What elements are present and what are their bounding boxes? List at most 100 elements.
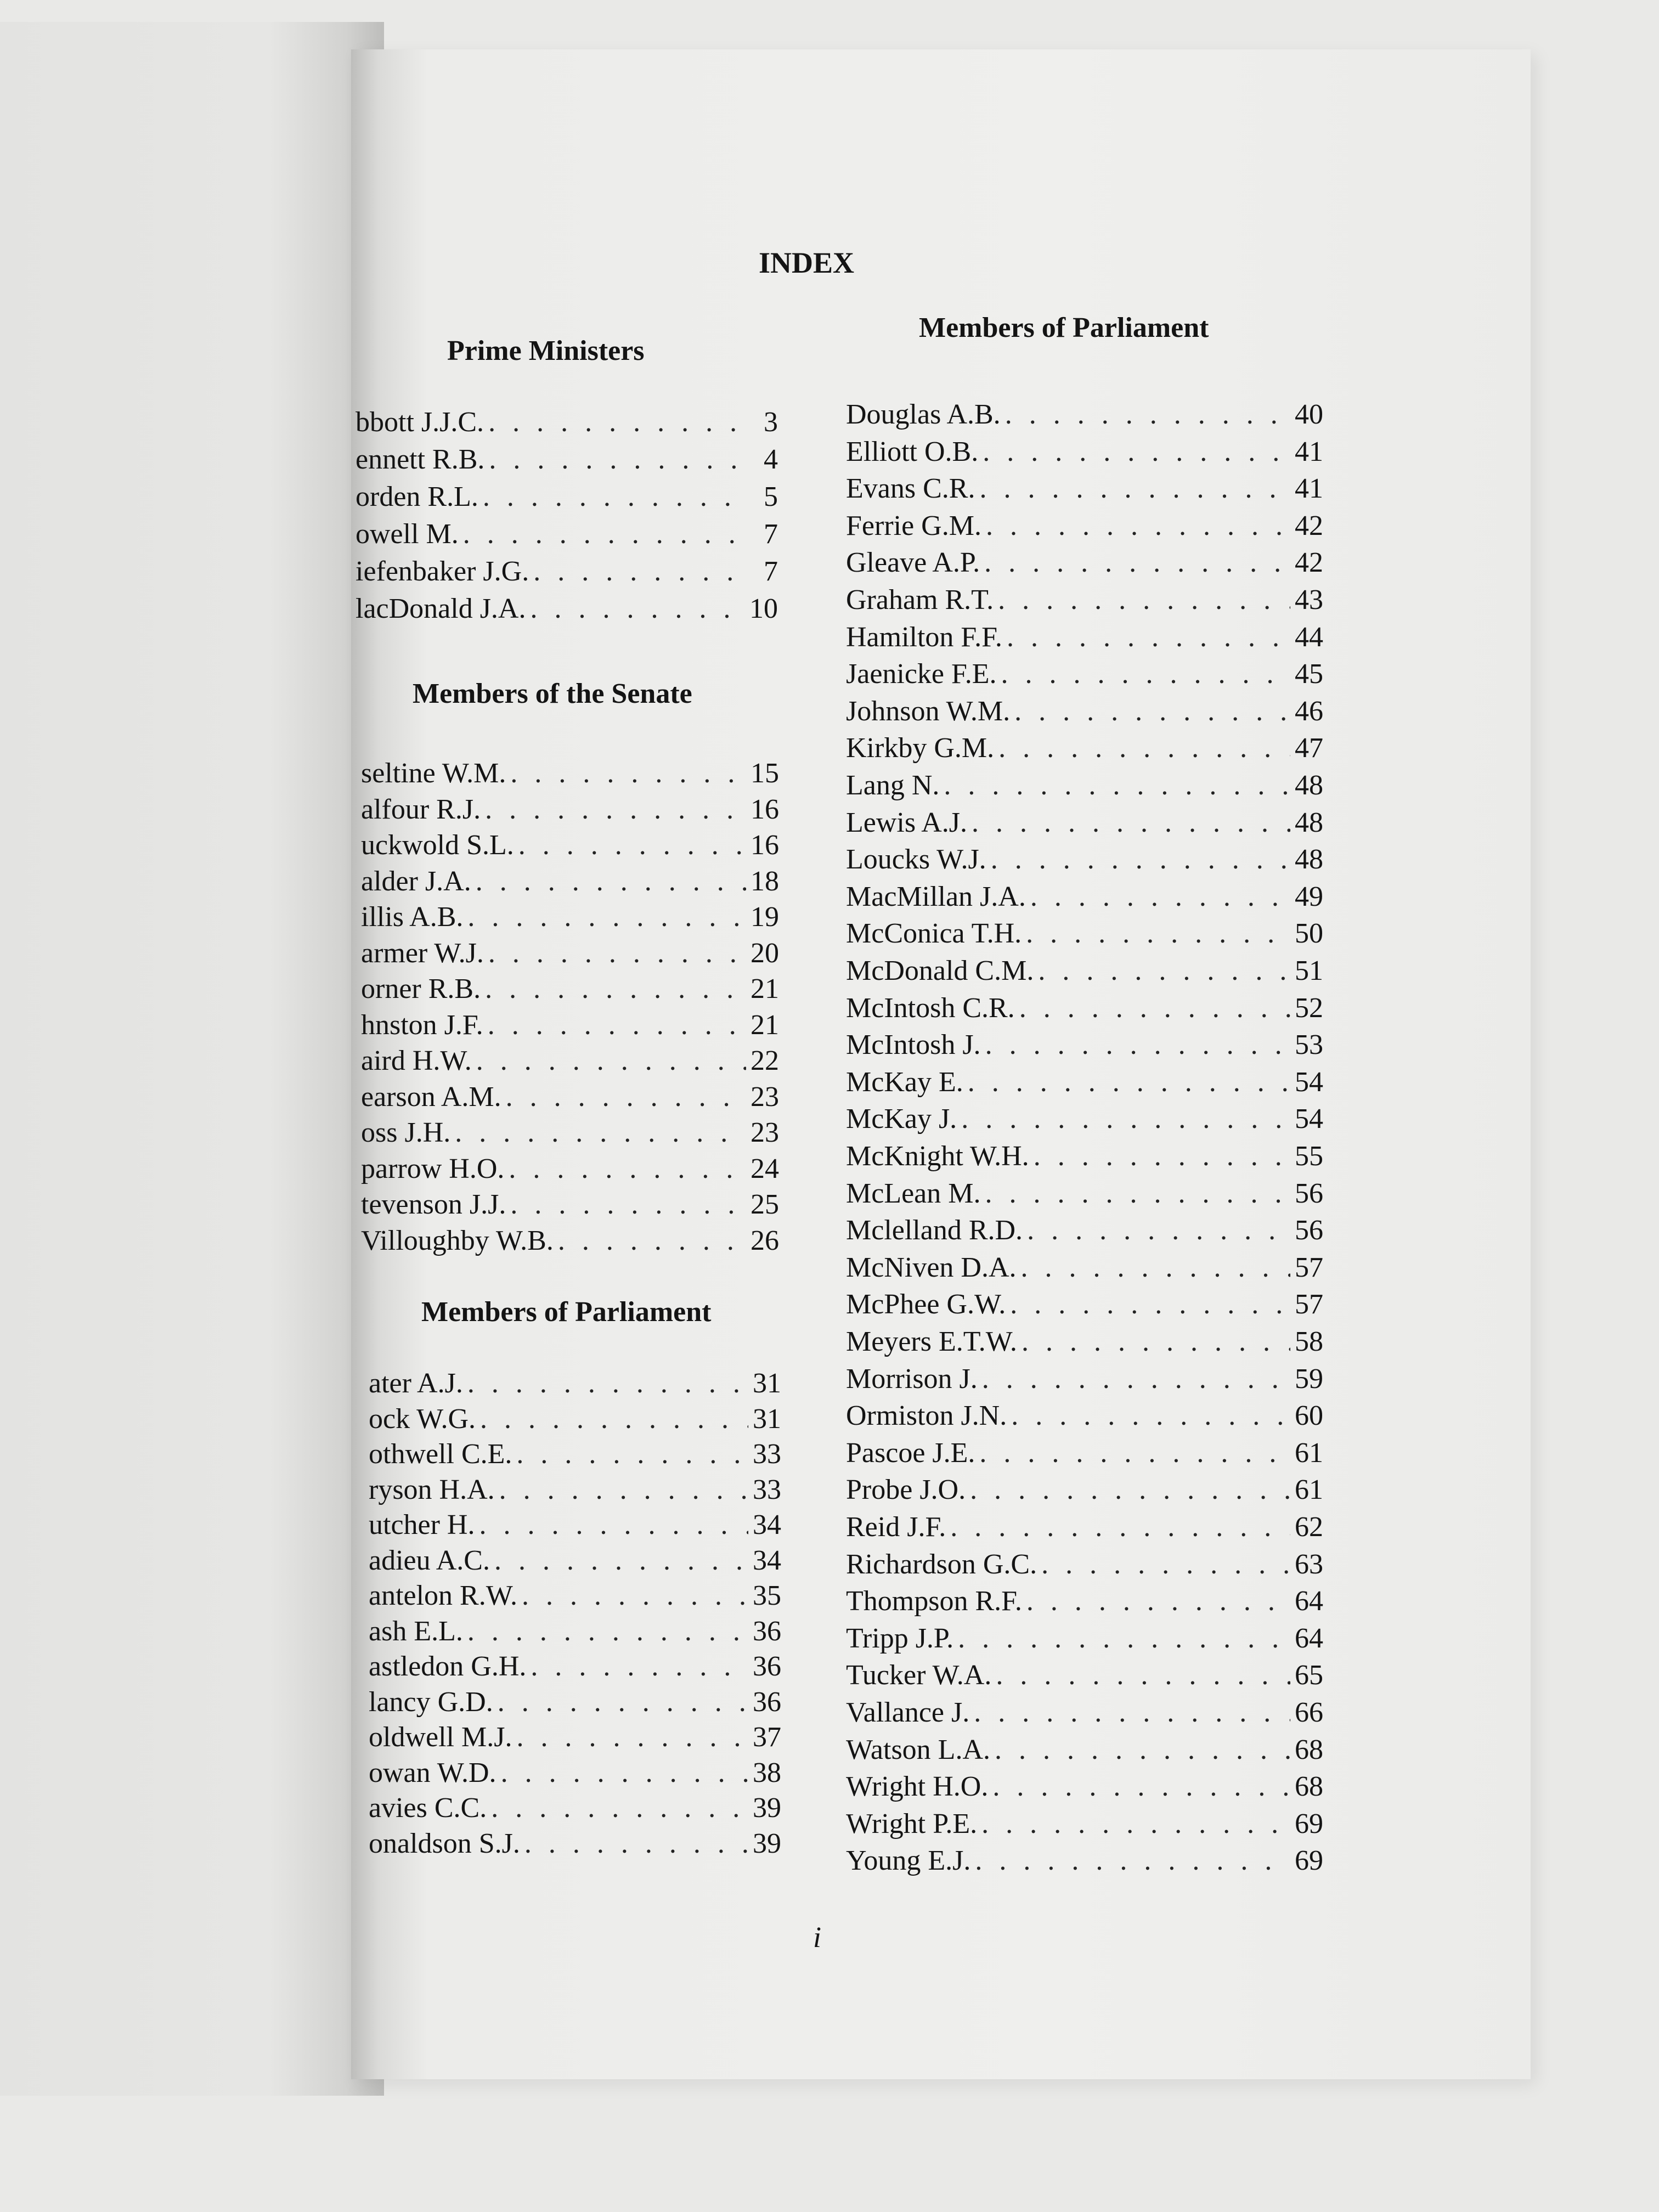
entry-page: 48 bbox=[1295, 844, 1323, 876]
entry-page: 18 bbox=[751, 865, 779, 897]
entry-name: Wright P.E. bbox=[846, 1808, 978, 1839]
index-entry: Watson L.A. 68 bbox=[846, 1734, 1323, 1767]
entry-page: 31 bbox=[753, 1403, 781, 1435]
leader-dots bbox=[975, 472, 1290, 505]
index-entry: orden R.L. 5 bbox=[356, 481, 778, 514]
entry-name: Young E.J. bbox=[846, 1845, 971, 1877]
entry-page: 36 bbox=[753, 1651, 781, 1682]
entry-name: Pascoe J.E. bbox=[846, 1437, 975, 1469]
leader-dots bbox=[977, 1808, 1290, 1841]
index-entry: McLean M. 56 bbox=[846, 1177, 1323, 1210]
entry-page: 56 bbox=[1295, 1177, 1323, 1209]
leader-dots bbox=[986, 843, 1290, 876]
entry-page: 4 bbox=[764, 444, 778, 475]
entry-name: bbott J.J.C. bbox=[356, 407, 484, 438]
entry-page: 43 bbox=[1295, 584, 1323, 616]
entry-page: 21 bbox=[751, 973, 779, 1005]
index-entry: Reid J.F. 62 bbox=[846, 1511, 1323, 1544]
leader-dots bbox=[1022, 1585, 1290, 1618]
entry-page: 60 bbox=[1295, 1400, 1323, 1432]
index-entry: Gleave A.P. 42 bbox=[846, 546, 1323, 579]
entry-page: 57 bbox=[1295, 1251, 1323, 1283]
entry-name: ennett R.B. bbox=[356, 444, 485, 475]
entry-page: 54 bbox=[1295, 1103, 1323, 1135]
leader-dots bbox=[1002, 621, 1290, 654]
entry-name: Elliott O.B. bbox=[846, 436, 979, 467]
page-title: INDEX bbox=[758, 246, 855, 279]
index-entry: ennett R.B. 4 bbox=[356, 443, 778, 476]
leader-dots bbox=[476, 1403, 748, 1436]
index-entry: Wright H.O. 68 bbox=[846, 1770, 1323, 1803]
leader-dots bbox=[475, 1509, 748, 1542]
index-entry: oss J.H. 23 bbox=[361, 1116, 779, 1149]
index-entry: lacDonald J.A. 10 bbox=[356, 592, 778, 625]
index-entry: Kirkby G.M. 47 bbox=[846, 732, 1323, 765]
entry-page: 64 bbox=[1295, 1622, 1323, 1654]
leader-dots bbox=[1006, 1288, 1290, 1321]
entry-page: 31 bbox=[753, 1368, 781, 1399]
index-entry: alder J.A. 18 bbox=[361, 865, 779, 898]
leader-dots bbox=[975, 1437, 1290, 1470]
index-entry: McKay E. 54 bbox=[846, 1066, 1323, 1099]
entry-page: 7 bbox=[764, 518, 778, 550]
entry-page: 39 bbox=[753, 1792, 781, 1824]
entry-page: 47 bbox=[1295, 732, 1323, 764]
entry-page: 33 bbox=[753, 1438, 781, 1470]
entry-page: 33 bbox=[753, 1474, 781, 1505]
index-entry: owan W.D. 38 bbox=[369, 1757, 781, 1790]
leader-dots bbox=[481, 973, 746, 1006]
leader-dots bbox=[459, 518, 745, 551]
leader-dots bbox=[514, 829, 746, 862]
entry-name: McKay J. bbox=[846, 1103, 957, 1135]
index-entry: othwell C.E. 33 bbox=[369, 1438, 781, 1471]
entry-name: McPhee G.W. bbox=[846, 1289, 1006, 1321]
index-entry: Meyers E.T.W. 58 bbox=[846, 1325, 1323, 1358]
entry-page: 34 bbox=[753, 1509, 781, 1541]
entry-name: hnston J.F. bbox=[361, 1009, 483, 1041]
leader-dots bbox=[493, 1686, 748, 1719]
leader-dots bbox=[471, 865, 746, 898]
leader-dots bbox=[997, 658, 1290, 691]
index-entry: Evans C.R. 41 bbox=[846, 472, 1323, 505]
index-entry: utcher H. 34 bbox=[369, 1509, 781, 1542]
leader-dots bbox=[520, 1827, 748, 1860]
entry-page: 65 bbox=[1295, 1660, 1323, 1691]
entry-name: ryson H.A. bbox=[369, 1474, 495, 1505]
leader-dots bbox=[1001, 398, 1290, 431]
entry-name: McIntosh J. bbox=[846, 1029, 981, 1061]
index-entry: Jaenicke F.E. 45 bbox=[846, 658, 1323, 691]
index-entry: earson A.M. 23 bbox=[361, 1081, 779, 1114]
entry-name: oss J.H. bbox=[361, 1117, 451, 1148]
leader-dots bbox=[506, 757, 746, 790]
leader-dots bbox=[980, 546, 1290, 579]
entry-page: 57 bbox=[1295, 1289, 1323, 1321]
leader-dots bbox=[946, 1511, 1290, 1544]
entry-page: 24 bbox=[751, 1153, 779, 1184]
entry-name: alder J.A. bbox=[361, 865, 471, 897]
leader-dots bbox=[450, 1116, 746, 1149]
entry-page: 3 bbox=[764, 407, 778, 438]
entry-page: 59 bbox=[1295, 1363, 1323, 1395]
entry-name: Reid J.F. bbox=[846, 1511, 946, 1543]
entry-name: ock W.G. bbox=[369, 1403, 476, 1435]
leader-dots bbox=[463, 901, 746, 934]
entry-page: 42 bbox=[1295, 510, 1323, 541]
leader-dots bbox=[1037, 1548, 1290, 1581]
index-entry: tevenson J.J. 25 bbox=[361, 1188, 779, 1221]
leader-dots bbox=[1034, 955, 1290, 988]
leader-dots bbox=[1007, 1400, 1290, 1432]
index-entry: Lewis A.J. 48 bbox=[846, 806, 1323, 839]
leader-dots bbox=[994, 584, 1290, 617]
index-entry: ock W.G. 31 bbox=[369, 1403, 781, 1436]
entry-name: Kirkby G.M. bbox=[846, 732, 995, 764]
entry-name: owell M. bbox=[356, 518, 459, 550]
index-entry: seltine W.M. 15 bbox=[361, 757, 779, 790]
entry-page: 38 bbox=[753, 1757, 781, 1788]
entry-name: McIntosh C.R. bbox=[846, 992, 1015, 1024]
leader-dots bbox=[490, 1544, 748, 1577]
entry-name: uckwold S.L. bbox=[361, 830, 514, 861]
entry-name: utcher H. bbox=[369, 1509, 475, 1541]
index-entry: antelon R.W. 35 bbox=[369, 1579, 781, 1612]
entry-page: 46 bbox=[1295, 695, 1323, 727]
entry-page: 52 bbox=[1295, 992, 1323, 1024]
